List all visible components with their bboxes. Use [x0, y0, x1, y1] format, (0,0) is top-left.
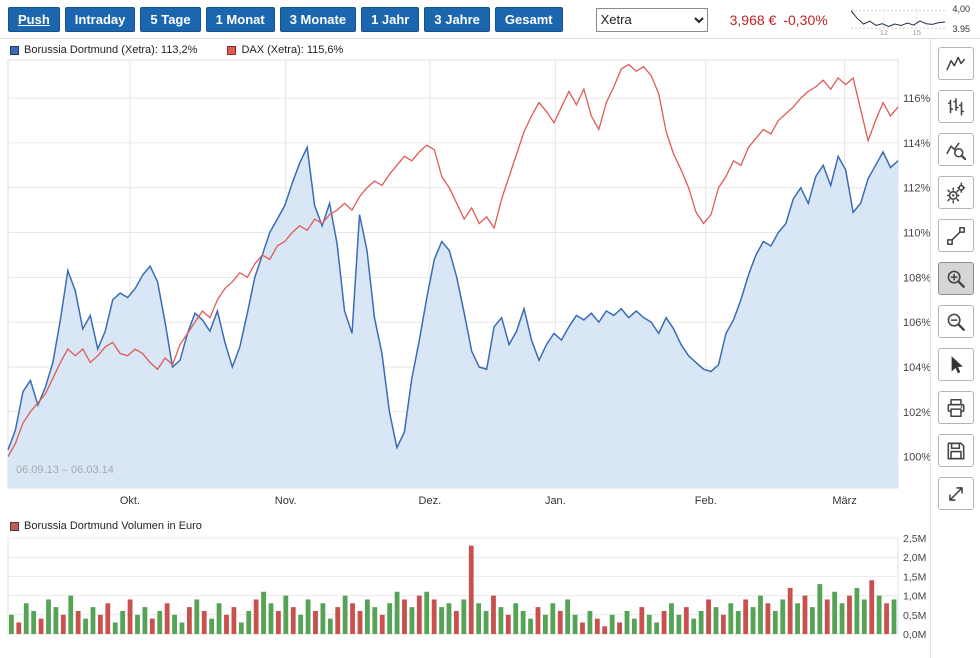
svg-text:100%: 100% [903, 452, 930, 464]
sparkline-axis-labels: 4,00 3.95 [952, 4, 970, 34]
range-1monat-button[interactable]: 1 Monat [205, 7, 275, 32]
legend-volume: Borussia Dortmund Volumen in Euro [10, 520, 202, 532]
draw-line-icon [946, 226, 965, 245]
price-value: 3,968 € [729, 11, 777, 28]
spark-low-label: 3.95 [952, 23, 970, 34]
legend-dax-label: DAX (Xetra): 115,6% [241, 44, 344, 56]
cursor-arrow-icon [951, 355, 963, 373]
fullscreen-arrows-icon [948, 486, 963, 501]
range-3jahre-button[interactable]: 3 Jahre [424, 7, 490, 32]
push-button[interactable]: Push [8, 7, 60, 32]
svg-text:Feb.: Feb. [695, 495, 717, 507]
zoom-in-icon [947, 270, 965, 288]
svg-text:102%: 102% [903, 407, 930, 419]
svg-text:104%: 104% [903, 362, 930, 374]
svg-text:Jan.: Jan. [545, 495, 566, 507]
svg-text:15: 15 [913, 28, 921, 36]
printer-icon [947, 398, 964, 417]
svg-text:2,0M: 2,0M [903, 552, 926, 564]
svg-text:106%: 106% [903, 317, 930, 329]
range-1jahr-button[interactable]: 1 Jahr [361, 7, 420, 32]
svg-text:1,5M: 1,5M [903, 571, 926, 583]
spark-high-label: 4,00 [952, 3, 970, 14]
chart-bars-icon [947, 97, 964, 115]
fullscreen-button[interactable] [937, 477, 974, 510]
dax-swatch-icon [227, 45, 237, 55]
price-change: -0,30% [783, 11, 828, 28]
save-disk-icon [947, 442, 964, 459]
volume-chart-legend: Borussia Dortmund Volumen in Euro [0, 515, 930, 534]
mini-quote-chart: 12 15 4,00 3.95 [849, 4, 970, 36]
zoom-out-icon [947, 313, 965, 331]
legend-borussia-dortmund: Borussia Dortmund (Xetra): 113,2% [10, 44, 197, 56]
svg-text:März: März [832, 495, 856, 507]
svg-text:12: 12 [880, 28, 888, 36]
zoom-in-button[interactable] [937, 262, 974, 295]
svg-text:108%: 108% [903, 272, 930, 284]
top-toolbar: Push Intraday 5 Tage 1 Monat 3 Monate 1 … [0, 0, 980, 39]
range-gesamt-button[interactable]: Gesamt [494, 7, 563, 32]
svg-text:112%: 112% [903, 183, 930, 195]
chart-line-icon [945, 56, 965, 70]
settings-button[interactable] [937, 176, 974, 209]
range-5tage-button[interactable]: 5 Tage [140, 7, 201, 32]
range-intraday-button[interactable]: Intraday [64, 7, 136, 32]
zoom-out-button[interactable] [937, 305, 974, 338]
svg-text:Nov.: Nov. [275, 495, 297, 507]
chart-type-line-button[interactable] [937, 47, 974, 80]
svg-text:2,5M: 2,5M [903, 534, 926, 545]
legend-dax: DAX (Xetra): 115,6% [227, 44, 343, 56]
svg-text:Okt.: Okt. [120, 495, 140, 507]
chart-tools-toolbar [930, 39, 980, 658]
chart-column: Borussia Dortmund (Xetra): 113,2% DAX (X… [0, 39, 931, 658]
sparkline-canvas: 12 15 [851, 8, 946, 36]
legend-bvb-label: Borussia Dortmund (Xetra): 113,2% [24, 44, 198, 56]
main-chart-legend: Borussia Dortmund (Xetra): 113,2% DAX (X… [0, 39, 930, 58]
volume-chart-canvas[interactable]: 0,0M 0,5M 1,0M 1,5M 2,0M 2,5M [0, 533, 930, 652]
chart-inspect-icon [945, 142, 966, 160]
legend-volume-label: Borussia Dortmund Volumen in Euro [24, 520, 202, 532]
print-button[interactable] [937, 391, 974, 424]
gear-icon [946, 182, 965, 203]
svg-text:116%: 116% [903, 93, 930, 105]
svg-text:Dez.: Dez. [419, 495, 442, 507]
svg-text:1,0M: 1,0M [903, 591, 926, 603]
range-3monate-button[interactable]: 3 Monate [279, 7, 357, 32]
chart-analyze-button[interactable] [937, 133, 974, 166]
svg-text:110%: 110% [903, 228, 930, 240]
svg-text:114%: 114% [903, 138, 930, 150]
main-chart-canvas[interactable]: 100% 102% 104% 106% 108% 110% 112% 114% 116% Okt.… [0, 58, 931, 510]
exchange-select[interactable]: Xetra [595, 7, 708, 32]
chart-type-bars-button[interactable] [937, 90, 974, 123]
svg-text:0,5M: 0,5M [903, 610, 926, 622]
save-button[interactable] [937, 434, 974, 467]
svg-text:0,0M: 0,0M [903, 629, 926, 641]
cursor-button[interactable] [937, 348, 974, 381]
bvb-swatch-icon [10, 45, 19, 55]
volume-swatch-icon [10, 521, 19, 531]
draw-line-button[interactable] [937, 219, 974, 252]
